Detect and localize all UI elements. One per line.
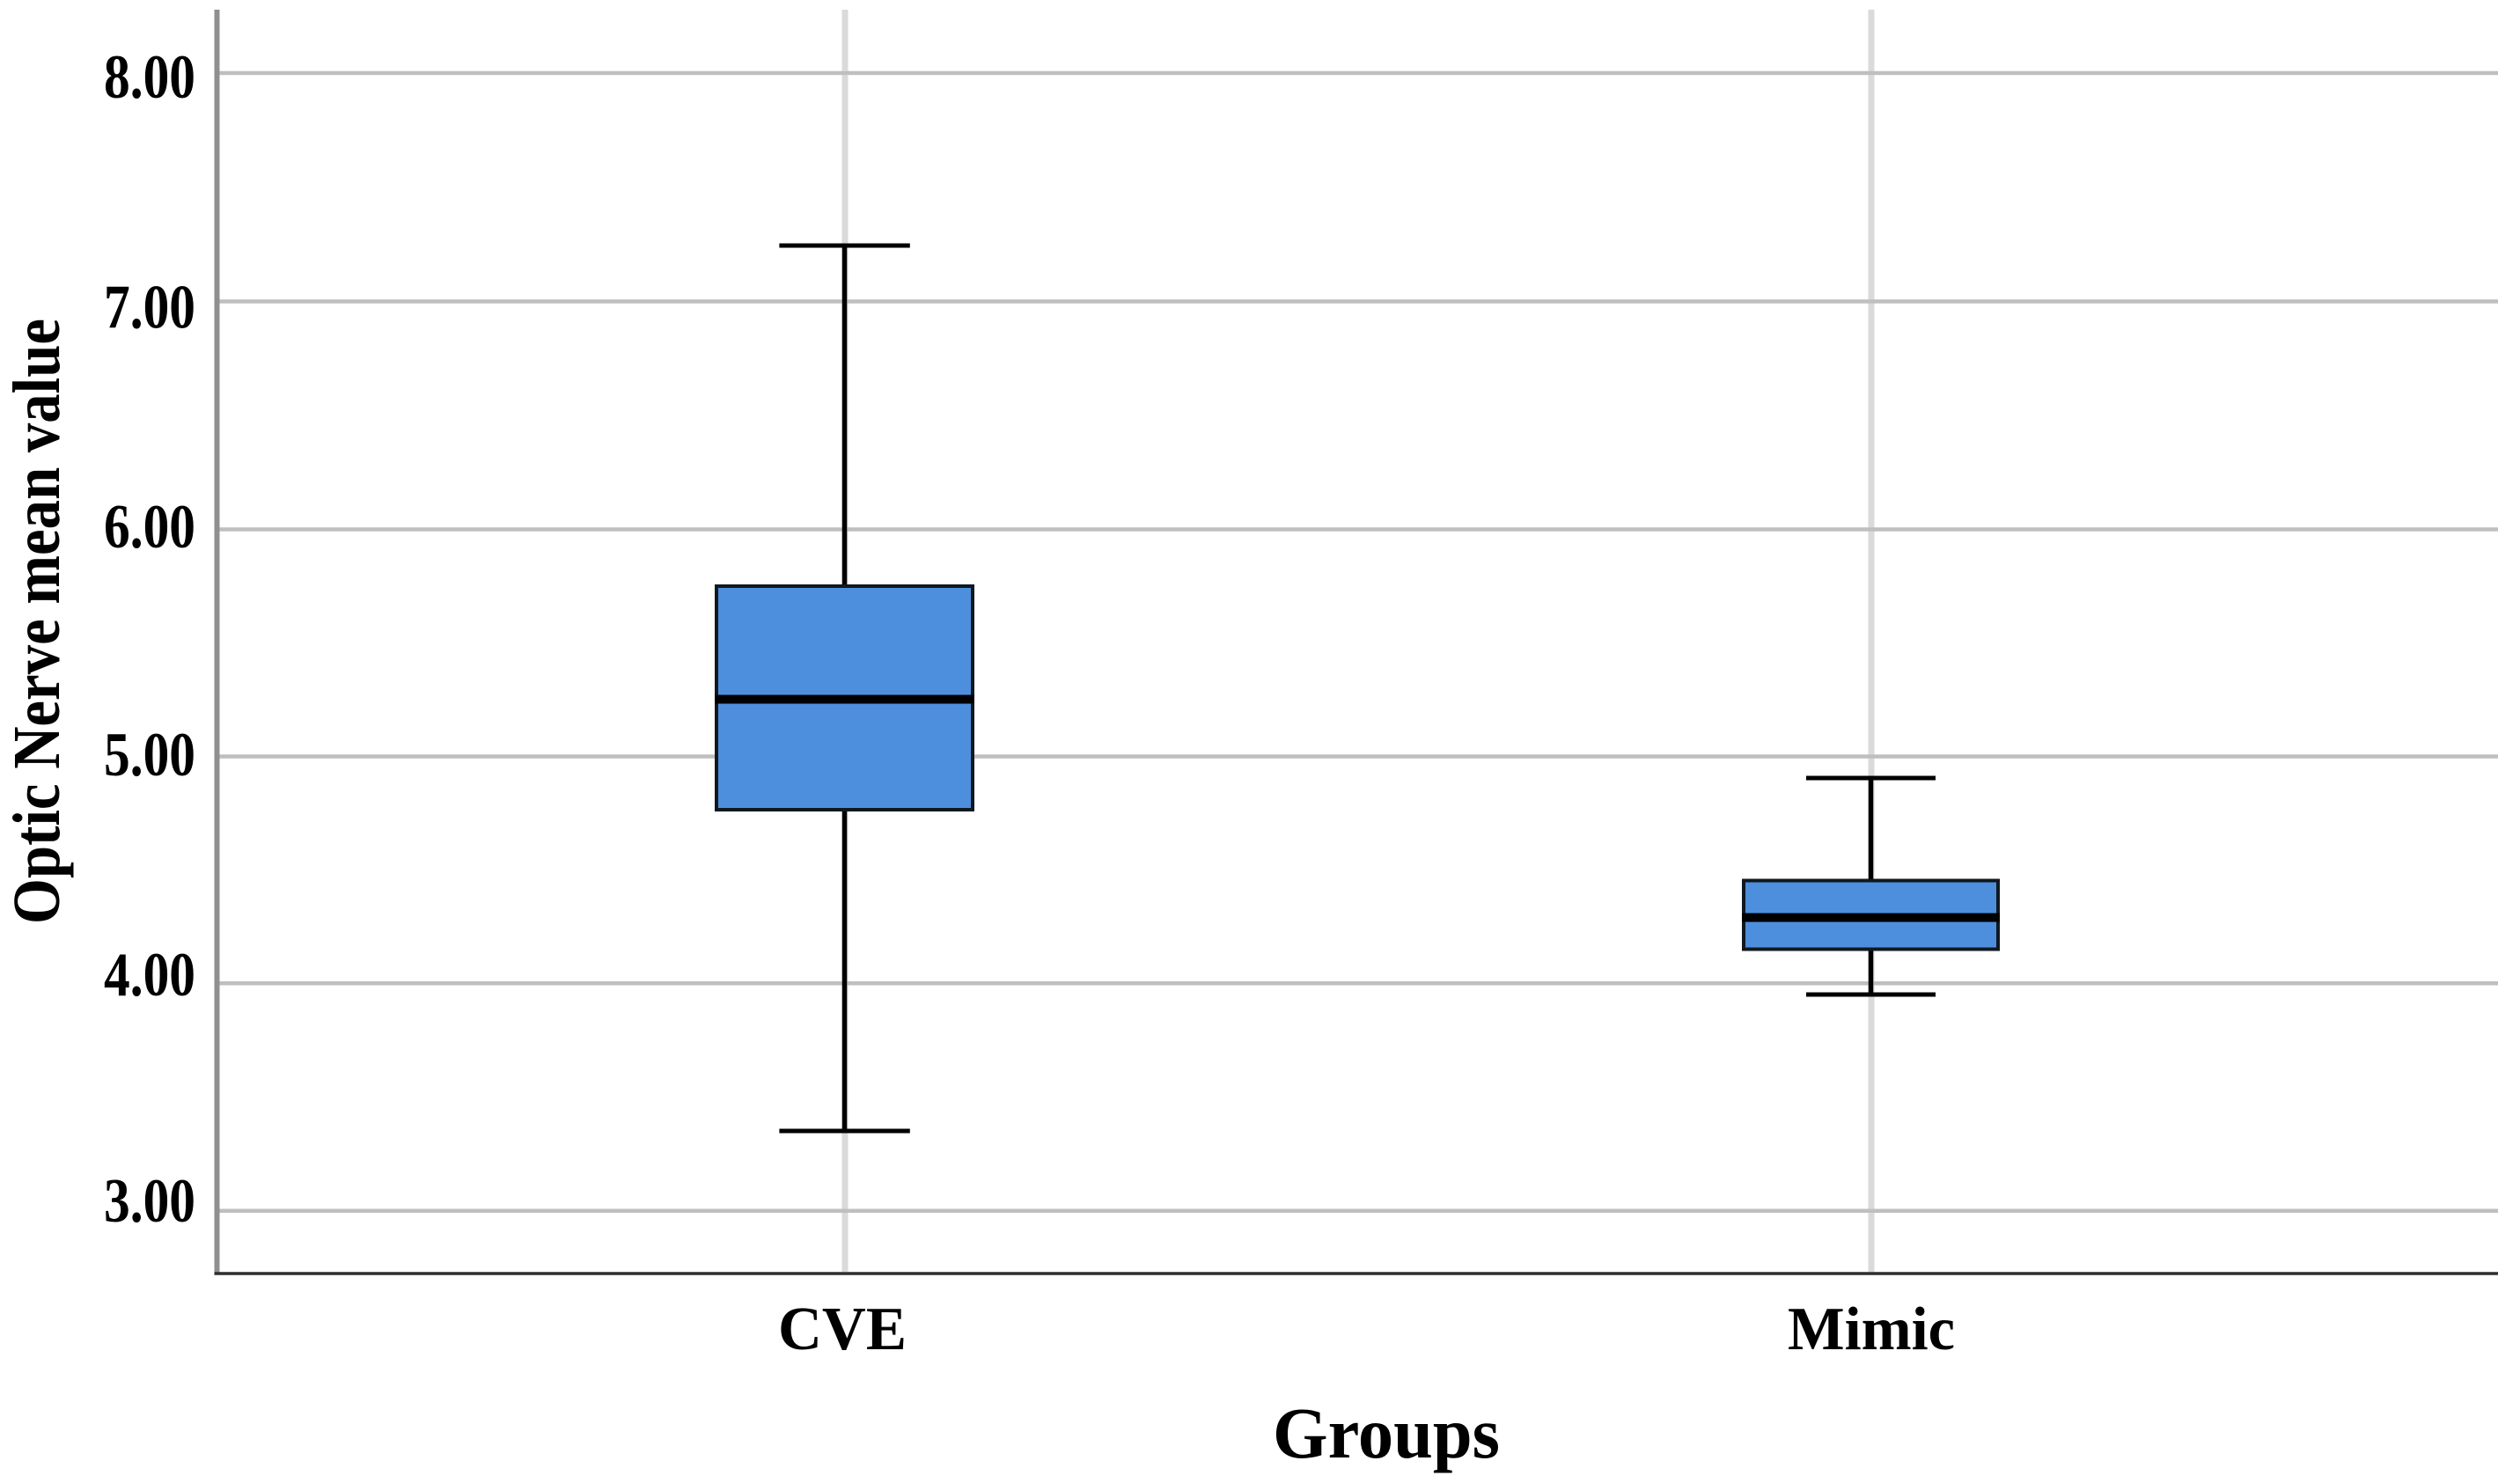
svg-text:5.00: 5.00: [104, 721, 195, 789]
svg-text:7.00: 7.00: [104, 274, 195, 342]
svg-text:CVE: CVE: [778, 1296, 907, 1363]
svg-text:3.00: 3.00: [104, 1167, 195, 1236]
svg-text:4.00: 4.00: [104, 941, 195, 1009]
svg-text:Mimic: Mimic: [1788, 1296, 1955, 1363]
svg-text:Groups: Groups: [1273, 1392, 1500, 1473]
svg-text:Optic Nerve mean value: Optic Nerve mean value: [0, 319, 74, 924]
svg-text:6.00: 6.00: [104, 493, 195, 562]
svg-text:8.00: 8.00: [104, 43, 195, 112]
